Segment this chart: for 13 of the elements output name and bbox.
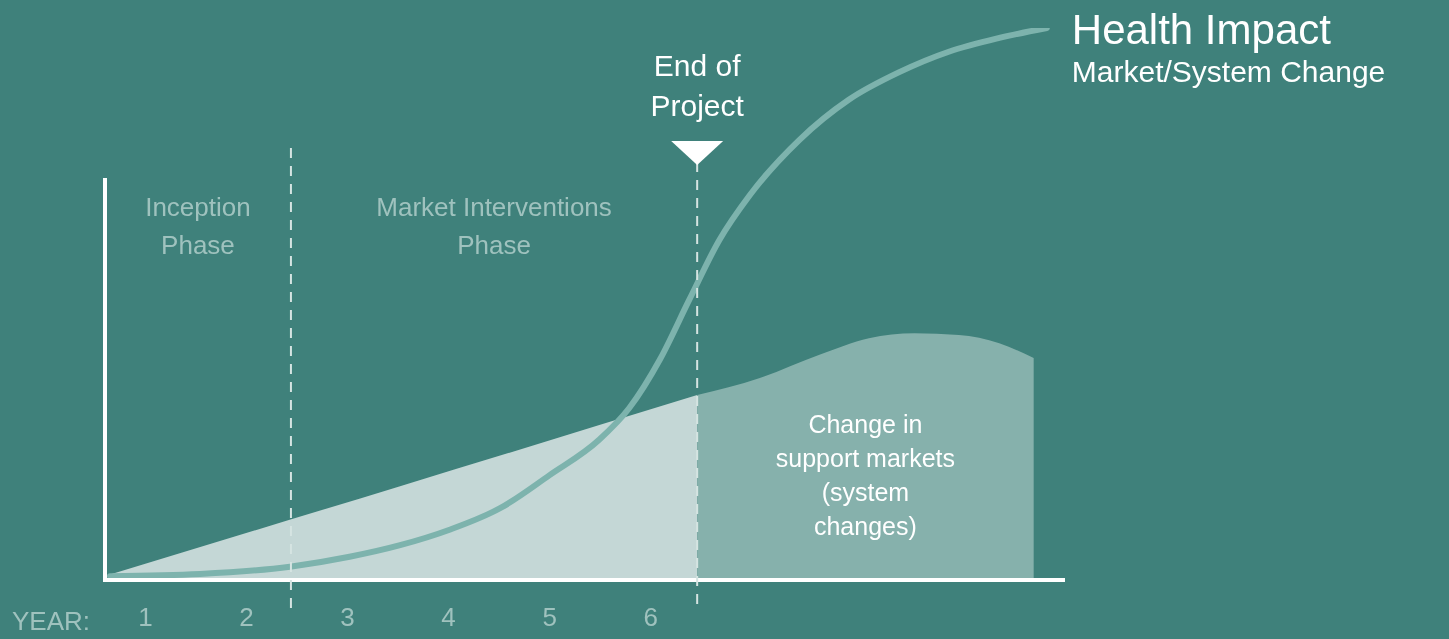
- ref-line-label: End of Project: [649, 48, 745, 124]
- text: Market/System Change: [1071, 54, 1386, 90]
- annotation: Inception Phase: [144, 191, 252, 262]
- x-tick-label: 2: [239, 602, 254, 633]
- series-label: Health Impact: [1071, 6, 1332, 54]
- series-label: Change in support markets (system changes): [774, 408, 957, 542]
- annotation: Market Interventions Phase: [375, 191, 613, 262]
- x-tick-label: 3: [340, 602, 355, 633]
- x-tick-label: 4: [441, 602, 456, 633]
- x-tick-label: 1: [138, 602, 153, 633]
- x-axis-title: YEAR:: [12, 606, 91, 637]
- x-tick-label: 6: [643, 602, 658, 633]
- x-tick-label: 5: [542, 602, 557, 633]
